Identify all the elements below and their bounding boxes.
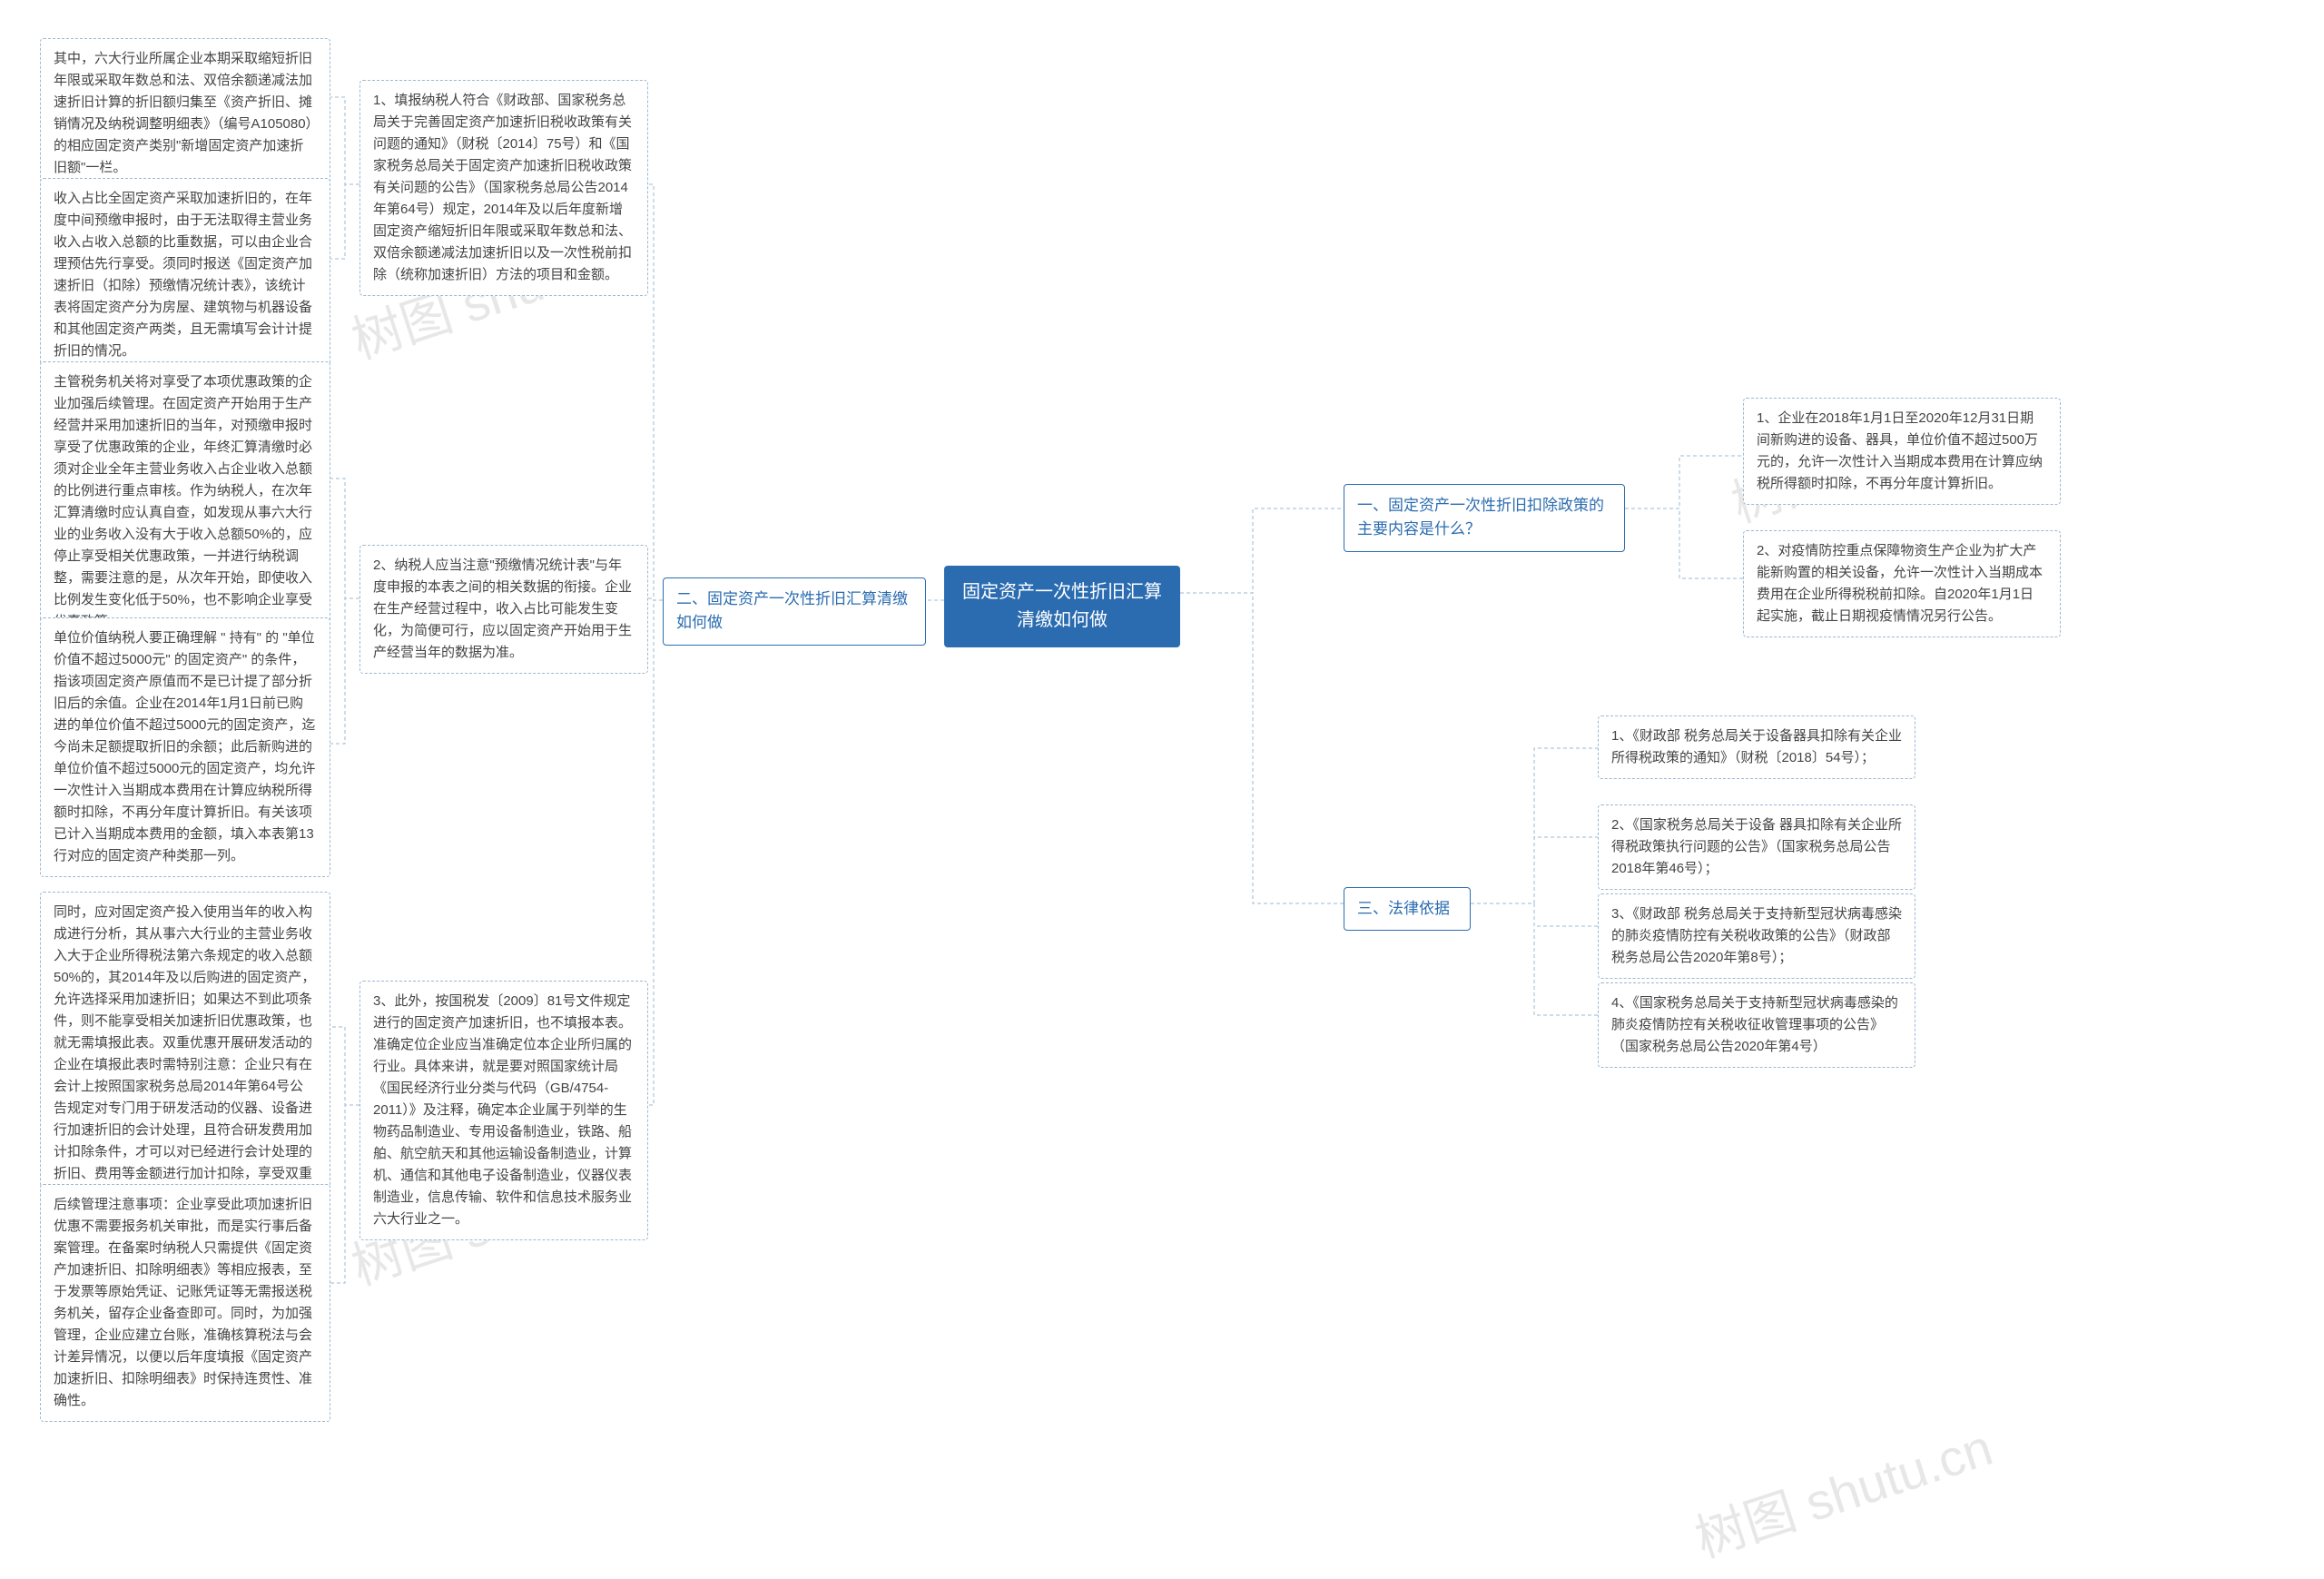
leaf-b2-left-2: 主管税务机关将对享受了本项优惠政策的企业加强后续管理。在固定资产开始用于生产经营… <box>40 361 330 643</box>
leaf-b2-mid-0: 1、填报纳税人符合《财政部、国家税务总局关于完善固定资产加速折旧税收政策有关问题… <box>359 80 648 296</box>
leaf-b2-mid-2: 3、此外，按国税发〔2009〕81号文件规定进行的固定资产加速折旧，也不填报本表… <box>359 981 648 1240</box>
leaf-b1-1: 2、对疫情防控重点保障物资生产企业为扩大产能新购置的相关设备，允许一次性计入当期… <box>1743 530 2061 637</box>
branch-2[interactable]: 二、固定资产一次性折旧汇算清缴如何做 <box>663 577 926 646</box>
leaf-b2-left-3: 单位价值纳税人要正确理解 " 持有" 的 "单位价值不超过5000元" 的固定资… <box>40 617 330 877</box>
watermark: 树图 shutu.cn <box>1685 1407 2001 1573</box>
leaf-b3-0: 1、《财政部 税务总局关于设备器具扣除有关企业所得税政策的通知》（财税〔2018… <box>1598 715 1915 779</box>
leaf-b3-3: 4、《国家税务总局关于支持新型冠状病毒感染的肺炎疫情防控有关税收征收管理事项的公… <box>1598 982 1915 1068</box>
branch-3[interactable]: 三、法律依据 <box>1344 887 1471 931</box>
root-node[interactable]: 固定资产一次性折旧汇算清缴如何做 <box>944 566 1180 647</box>
leaf-b2-left-5: 后续管理注意事项：企业享受此项加速折旧优惠不需要报务机关审批，而是实行事后备案管… <box>40 1184 330 1422</box>
leaf-b2-left-0: 其中，六大行业所属企业本期采取缩短折旧年限或采取年数总和法、双倍余额递减法加速折… <box>40 38 330 189</box>
leaf-b3-2: 3、《财政部 税务总局关于支持新型冠状病毒感染的肺炎疫情防控有关税收政策的公告》… <box>1598 893 1915 979</box>
branch-1[interactable]: 一、固定资产一次性折旧扣除政策的主要内容是什么？ <box>1344 484 1625 552</box>
leaf-b3-1: 2、《国家税务总局关于设备 器具扣除有关企业所得税政策执行问题的公告》（国家税务… <box>1598 804 1915 890</box>
leaf-b2-left-1: 收入占比全固定资产采取加速折旧的，在年度中间预缴申报时，由于无法取得主营业务收入… <box>40 178 330 372</box>
connectors-svg <box>0 0 2324 1579</box>
leaf-b2-left-4: 同时，应对固定资产投入使用当年的收入构成进行分析，其从事六大行业的主营业务收入大… <box>40 892 330 1217</box>
leaf-b1-0: 1、企业在2018年1月1日至2020年12月31日期间新购进的设备、器具，单位… <box>1743 398 2061 505</box>
leaf-b2-mid-1: 2、纳税人应当注意"预缴情况统计表"与年度申报的本表之间的相关数据的衔接。企业在… <box>359 545 648 674</box>
